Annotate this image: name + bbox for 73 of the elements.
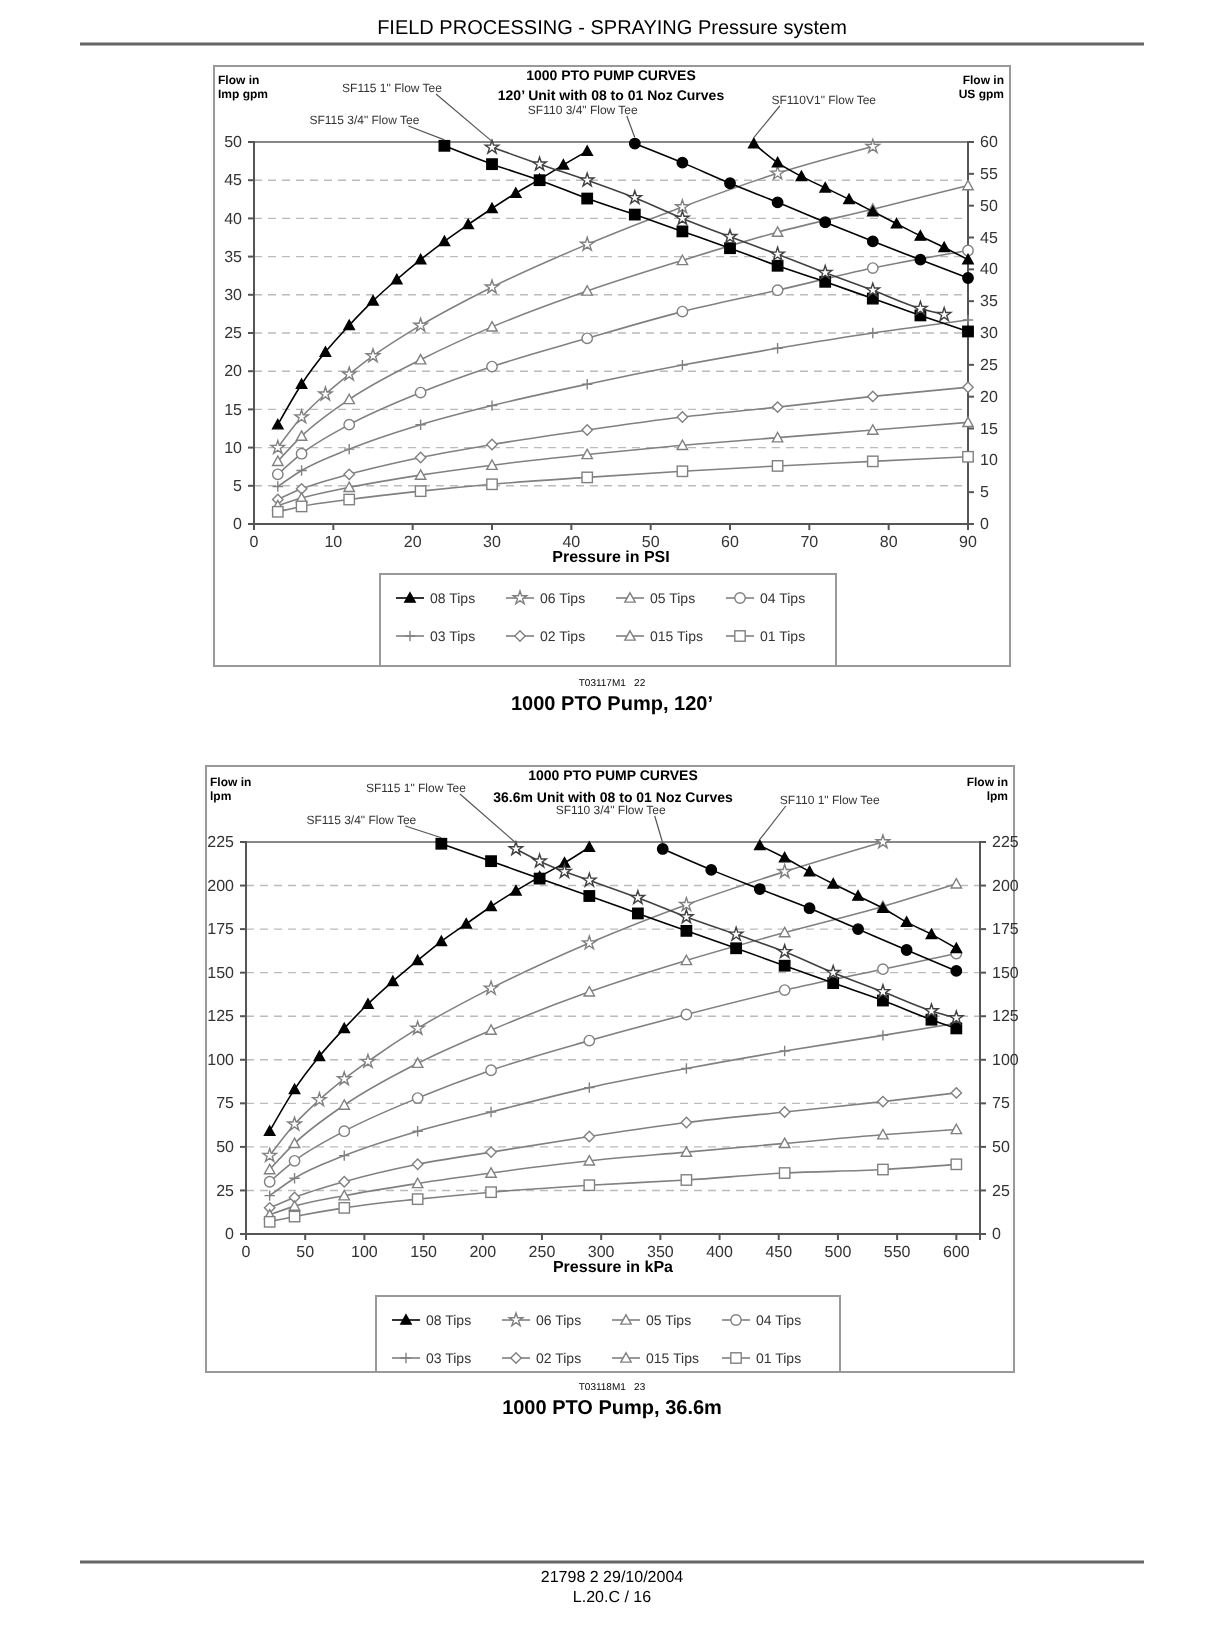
y2-tick-label: 45 (980, 228, 999, 247)
x-tick-label: 400 (706, 1243, 734, 1262)
y-tick-label: 45 (224, 171, 244, 190)
x-tick-label: 250 (528, 1243, 557, 1262)
x-tick-label: 200 (469, 1243, 498, 1262)
y2-tick-label: 50 (980, 196, 999, 215)
y-tick-label: 25 (224, 324, 244, 343)
x-tick-label: 600 (942, 1243, 971, 1262)
x-tick-label: 0 (249, 533, 260, 552)
y2-tick-label: 25 (980, 355, 999, 374)
y-tick-label: 150 (207, 963, 236, 982)
y-tick-label: 0 (225, 1225, 236, 1244)
y-tick-label: 40 (224, 209, 244, 228)
x-tick-label: 90 (959, 533, 978, 552)
x-tick-label: 40 (562, 533, 582, 552)
text: 21798 2 29/10/2004 (540, 1568, 685, 1586)
x-tick-label: 80 (879, 533, 899, 552)
y2-tick-label: 60 (980, 133, 999, 152)
y-tick-label: 15 (224, 400, 244, 419)
x-tick-label: 350 (647, 1243, 675, 1262)
y-tick-label: 0 (233, 515, 244, 534)
y-tick-label: 35 (224, 247, 244, 266)
y2-tick-label: 35 (980, 292, 999, 311)
y2-tick-label: 150 (992, 963, 1020, 982)
y2-tick-label: 75 (992, 1094, 1011, 1113)
x-tick-label: 300 (587, 1243, 616, 1262)
y-tick-label: 30 (224, 285, 244, 304)
x-tick-label: 30 (483, 533, 502, 552)
x-tick-label: 60 (721, 533, 740, 552)
y-tick-label: 125 (207, 1007, 236, 1026)
x-tick-label: 500 (824, 1243, 853, 1262)
x-tick-label: 550 (883, 1243, 912, 1262)
text: 1000 PTO Pump, 36.6m (502, 1398, 723, 1420)
x-tick-label: 50 (641, 533, 661, 552)
x-tick-label: 100 (351, 1243, 379, 1262)
y2-tick-label: 20 (980, 387, 999, 406)
y2-tick-label: 30 (980, 324, 999, 343)
text: L.20.C / 16 (572, 1588, 653, 1606)
y-tick-label: 50 (224, 133, 244, 152)
x-tick-label: 20 (403, 533, 423, 552)
y2-tick-label: 55 (980, 164, 999, 183)
y2-tick-label: 125 (992, 1007, 1020, 1026)
y-tick-label: 20 (224, 362, 244, 381)
y-tick-label: 175 (207, 920, 236, 939)
y-tick-label: 25 (216, 1181, 236, 1200)
y2-tick-label: 100 (992, 1050, 1020, 1069)
y2-tick-label: 225 (992, 833, 1020, 852)
y-tick-label: 5 (233, 476, 244, 495)
y2-tick-label: 50 (992, 1138, 1011, 1157)
x-tick-label: 10 (324, 533, 344, 552)
y-tick-label: 200 (207, 876, 236, 895)
y2-tick-label: 0 (992, 1225, 1002, 1244)
x-axis-title: Pressure in kPa (552, 1258, 675, 1276)
y2-tick-label: 10 (980, 451, 999, 470)
y2-tick-label: 25 (992, 1181, 1011, 1200)
y-tick-label: 50 (216, 1138, 236, 1157)
x-tick-label: 50 (296, 1243, 316, 1262)
x-tick-label: 70 (800, 533, 820, 552)
x-axis-title: Pressure in PSI (552, 548, 670, 566)
y2-tick-label: 175 (992, 920, 1020, 939)
y-tick-label: 100 (207, 1050, 236, 1069)
y-tick-label: 225 (207, 833, 236, 852)
text: FIELD PROCESSING - SPRAYING Pressure system (377, 18, 847, 40)
y2-tick-label: 0 (980, 515, 990, 534)
y-tick-label: 75 (216, 1094, 236, 1113)
y2-tick-label: 15 (980, 419, 999, 438)
x-tick-label: 150 (410, 1243, 439, 1262)
y2-tick-label: 200 (992, 876, 1020, 895)
x-tick-label: 450 (765, 1243, 794, 1262)
y-tick-label: 10 (224, 438, 244, 457)
y2-tick-label: 5 (980, 483, 990, 502)
y2-tick-label: 40 (980, 260, 999, 279)
text: 1000 PTO Pump, 120’ (511, 694, 714, 716)
